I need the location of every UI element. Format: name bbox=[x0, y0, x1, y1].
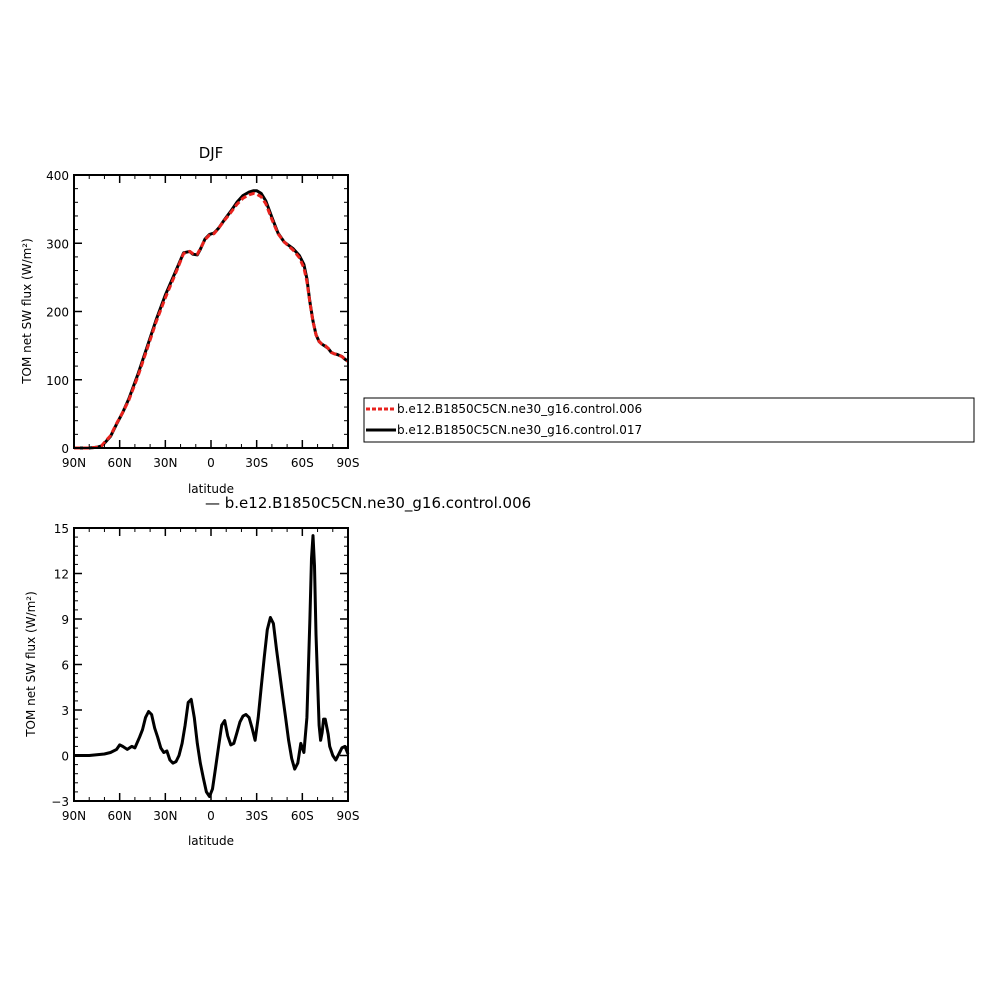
top-x-tick-label: 90N bbox=[62, 456, 86, 470]
top-x-tick-label: 30N bbox=[153, 456, 177, 470]
top-y-tick-label: 100 bbox=[46, 374, 69, 388]
bottom-y-tick-label: 0 bbox=[61, 750, 69, 764]
top-x-tick-label: 90S bbox=[337, 456, 360, 470]
y-axis-label: TOM net SW flux (W/m²) bbox=[20, 238, 34, 385]
top-x-tick-label: 60S bbox=[291, 456, 314, 470]
plot-frame bbox=[73, 174, 349, 449]
legend-box bbox=[363, 397, 975, 443]
bottom-y-tick-label: 15 bbox=[54, 522, 69, 536]
legend-label-006: b.e12.B1850C5CN.ne30_g16.control.006 bbox=[397, 402, 642, 416]
top-series-group bbox=[74, 189, 349, 450]
top-y-tick-label: 400 bbox=[46, 169, 69, 183]
bottom-x-tick-label: 90N bbox=[62, 809, 86, 823]
chart-title-bottom: — b.e12.B1850C5CN.ne30_g16.control.006 bbox=[205, 494, 531, 513]
top-x-tick-label: 60N bbox=[108, 456, 132, 470]
y-axis-label-bottom: TOM net SW flux (W/m²) bbox=[24, 591, 38, 738]
top-y-tick-label: 200 bbox=[46, 306, 69, 320]
top-x-tick-label: 0 bbox=[207, 456, 215, 470]
chart-title: DJF bbox=[199, 144, 224, 162]
bottom-y-tick-label: 6 bbox=[61, 659, 69, 673]
top-x-tick-label: 30S bbox=[245, 456, 268, 470]
bottom-y-tick-label: 3 bbox=[61, 704, 69, 718]
bottom-x-tick-label: 0 bbox=[207, 809, 215, 823]
bottom-y-tick-label: 12 bbox=[54, 568, 69, 582]
bottom-series-line-0 bbox=[74, 534, 350, 798]
top-series-line-0 bbox=[74, 191, 349, 450]
x-axis-label-bottom: latitude bbox=[188, 834, 234, 848]
bottom-x-tick-label: 90S bbox=[337, 809, 360, 823]
bottom-x-tick-label: 60N bbox=[108, 809, 132, 823]
top-y-tick-label: 0 bbox=[61, 442, 69, 456]
chart-top-panel: DJF 90N 60N 30N 0 30S 60S 90S 0 100 200 300 400 lat… bbox=[20, 144, 359, 496]
legend-label-017: b.e12.B1850C5CN.ne30_g16.control.017 bbox=[397, 423, 642, 437]
bottom-series-group bbox=[74, 534, 350, 798]
legend: b.e12.B1850C5CN.ne30_g16.control.006 b.e… bbox=[363, 397, 975, 443]
bottom-y-tick-label: 9 bbox=[61, 613, 69, 627]
bottom-x-tick-label: 30S bbox=[245, 809, 268, 823]
bottom-y-tick-label: −3 bbox=[51, 795, 69, 809]
bottom-x-tick-label: 30N bbox=[153, 809, 177, 823]
top-series-line-1 bbox=[74, 189, 349, 450]
chart-bottom-panel: — b.e12.B1850C5CN.ne30_g16.control.006 9… bbox=[24, 494, 531, 848]
bottom-x-tick-label: 60S bbox=[291, 809, 314, 823]
x-axis-label: latitude bbox=[188, 482, 234, 496]
top-y-tick-label: 300 bbox=[46, 237, 69, 251]
plot-frame-bottom bbox=[73, 527, 349, 802]
